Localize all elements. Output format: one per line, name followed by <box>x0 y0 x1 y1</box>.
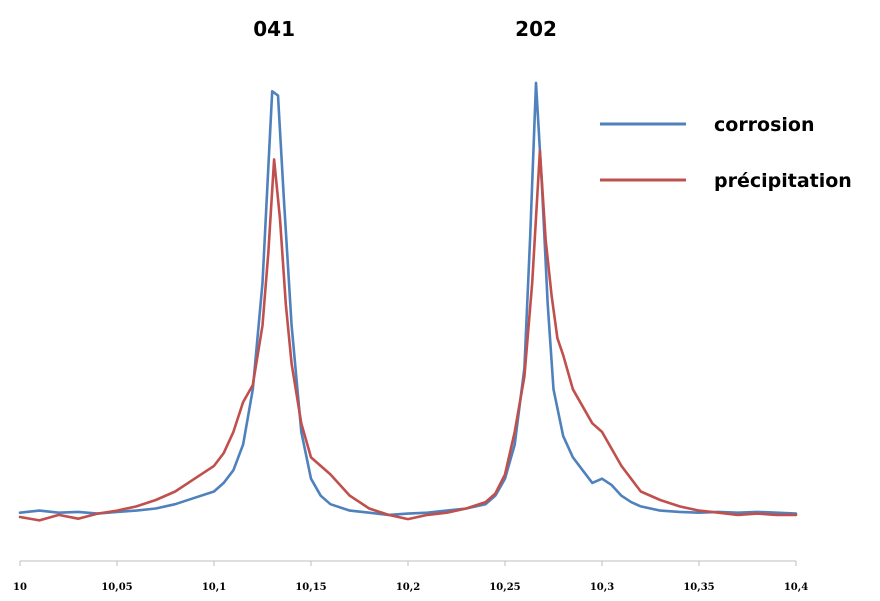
legend-label: précipitation <box>714 170 852 192</box>
x-tick-label: 10,05 <box>101 582 132 593</box>
peak-annotations: 041 202 <box>253 17 557 41</box>
peak-label: 202 <box>515 17 557 41</box>
x-tick-label: 10,1 <box>202 582 226 593</box>
x-tick-label: 10,3 <box>590 582 614 593</box>
series-layer <box>18 81 798 522</box>
x-tick-label: 10,15 <box>295 582 326 593</box>
legend: corrosion précipitation <box>600 114 852 192</box>
x-tick-label: 10,25 <box>489 582 520 593</box>
peak-label: 041 <box>253 17 295 41</box>
x-axis: 10 10,05 10,1 10,15 10,2 10,25 10,3 10,35 10,4 <box>13 560 808 593</box>
x-tick-label: 10,35 <box>683 582 714 593</box>
series-line-corrosion <box>18 81 798 517</box>
x-tick-label: 10 <box>13 582 27 593</box>
legend-label: corrosion <box>714 114 815 136</box>
series-line-précipitation <box>18 149 798 522</box>
x-tick-label: 10,4 <box>784 582 808 593</box>
x-tick-label: 10,2 <box>396 582 420 593</box>
